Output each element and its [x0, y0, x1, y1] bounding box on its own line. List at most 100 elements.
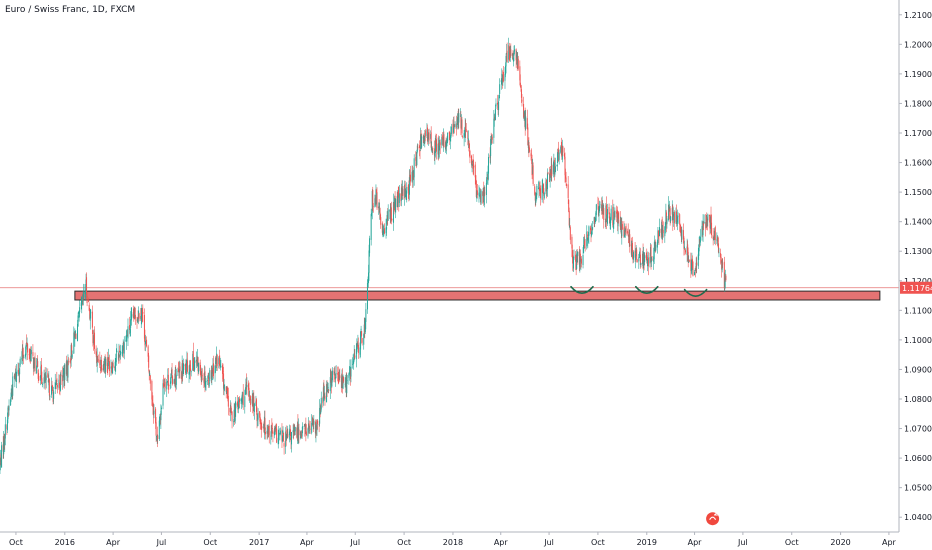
candle [348, 372, 350, 385]
candle-body [308, 423, 310, 430]
candle-body [301, 430, 303, 437]
candle-body [460, 117, 462, 129]
candle-body [526, 118, 528, 129]
candle [389, 209, 391, 220]
candle [621, 221, 623, 230]
candle [264, 410, 266, 436]
time-tick-label: Jul [156, 538, 167, 547]
plot-area [0, 37, 899, 474]
candle-body [370, 214, 372, 240]
candle-body [335, 377, 337, 379]
candle [385, 218, 387, 239]
candle-body [462, 135, 464, 137]
candle [636, 258, 638, 263]
candle [368, 244, 370, 281]
candle [428, 129, 430, 146]
candle-body [695, 268, 697, 271]
candle-body [673, 214, 675, 215]
candle [427, 134, 429, 143]
candle [255, 397, 257, 415]
candle [126, 329, 128, 342]
candle-body [646, 256, 648, 261]
candle [86, 272, 88, 299]
candle-body [476, 191, 478, 199]
candle [479, 188, 481, 200]
candle [483, 181, 485, 206]
candle [201, 368, 203, 381]
candle [526, 109, 528, 130]
candle-body [129, 328, 131, 333]
candle-body [694, 271, 696, 276]
candle-body [580, 258, 582, 264]
candle [312, 415, 314, 427]
candle [404, 180, 406, 200]
candle [185, 360, 187, 378]
candle-body [67, 359, 69, 378]
candle [36, 358, 38, 369]
candle-body [472, 160, 474, 163]
candle-body [19, 358, 21, 366]
candle-body [402, 188, 404, 194]
candle [300, 430, 302, 440]
candle-body [296, 427, 298, 438]
candle [723, 256, 725, 291]
candle-body [302, 426, 304, 430]
candle-body [420, 134, 422, 150]
candle [215, 356, 217, 373]
candle [210, 365, 212, 384]
candle-body [557, 149, 559, 152]
candle [167, 367, 169, 394]
candle-body [468, 140, 470, 144]
candle-body [215, 357, 217, 362]
candle-body [7, 407, 9, 420]
candle [443, 131, 445, 148]
candle [326, 380, 328, 403]
candle-body [97, 358, 99, 362]
candle [53, 386, 55, 405]
candle [287, 428, 289, 439]
candle [406, 182, 408, 203]
candle-body [598, 209, 600, 217]
candle-body [594, 218, 596, 220]
candle [416, 149, 418, 167]
candle-body [115, 360, 117, 364]
candle-body [177, 370, 179, 372]
candle [426, 124, 428, 145]
candle-body [106, 357, 108, 366]
candle-body [655, 244, 657, 251]
candle [41, 371, 43, 385]
candle [407, 184, 409, 199]
candle [535, 192, 537, 206]
candle-body [644, 254, 646, 263]
candle-body [538, 187, 540, 190]
candle-body [307, 428, 309, 437]
candle [587, 237, 589, 249]
candle [55, 382, 57, 389]
candle [672, 207, 674, 227]
candle [405, 188, 407, 198]
candle-body [345, 380, 347, 386]
candle [356, 341, 358, 348]
candle-body [401, 186, 403, 197]
candle [51, 380, 53, 387]
candle [697, 247, 699, 269]
candle [127, 318, 129, 347]
candle [669, 200, 671, 213]
candle-body [203, 372, 205, 385]
candle [434, 150, 436, 165]
candle [479, 187, 481, 197]
candle-body [178, 369, 180, 372]
candle-body [705, 221, 707, 229]
candle [224, 384, 226, 392]
candle-body [253, 403, 255, 413]
candle [571, 244, 573, 264]
candle [62, 368, 64, 388]
candle-body [123, 343, 125, 354]
candle [635, 248, 637, 269]
candle [419, 149, 421, 160]
candle [330, 371, 332, 394]
candle [468, 139, 470, 152]
candle-body [278, 433, 280, 436]
candle [431, 141, 433, 153]
